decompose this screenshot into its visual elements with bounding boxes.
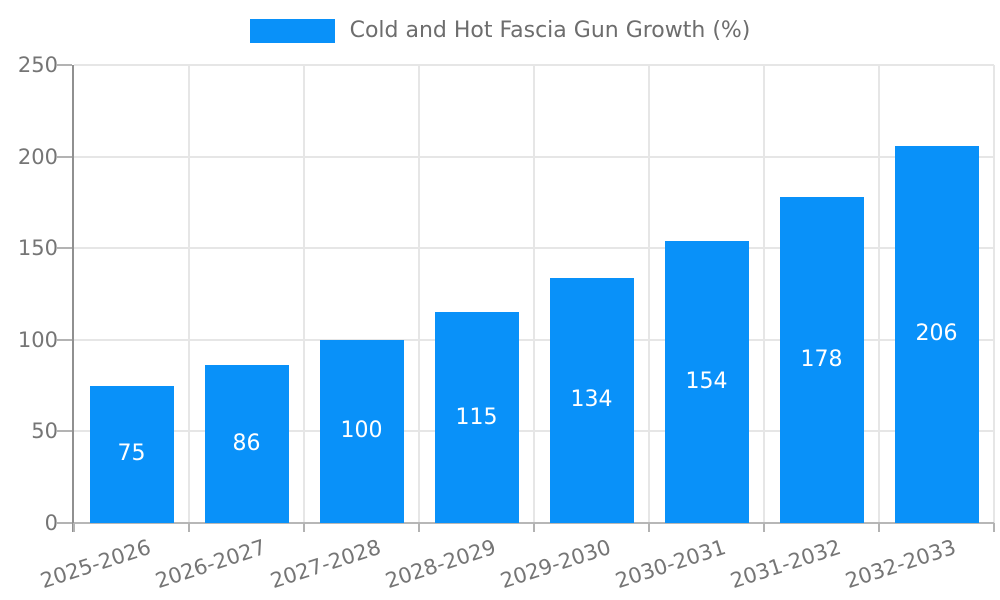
x-tick bbox=[73, 523, 75, 532]
bar-value-label: 154 bbox=[685, 368, 728, 394]
x-tick bbox=[878, 523, 880, 532]
x-gridline bbox=[878, 65, 880, 523]
bar-value-label: 206 bbox=[915, 321, 958, 347]
legend-swatch bbox=[249, 19, 335, 43]
y-axis-line bbox=[72, 65, 74, 532]
legend[interactable]: Cold and Hot Fascia Gun Growth (%) bbox=[0, 18, 1000, 44]
y-tick-label: 200 bbox=[17, 144, 58, 169]
x-gridline bbox=[188, 65, 190, 523]
x-gridline bbox=[303, 65, 305, 523]
legend-label: Cold and Hot Fascia Gun Growth (%) bbox=[349, 18, 751, 43]
x-gridline bbox=[993, 65, 995, 523]
bar-value-label: 134 bbox=[570, 387, 613, 413]
y-tick bbox=[57, 64, 72, 66]
bar bbox=[434, 312, 519, 523]
x-tick bbox=[188, 523, 190, 532]
x-tick bbox=[993, 523, 995, 532]
bar bbox=[319, 339, 404, 523]
x-tick bbox=[648, 523, 650, 532]
y-tick-label: 100 bbox=[17, 327, 58, 352]
y-tick-label: 50 bbox=[31, 419, 58, 444]
y-tick bbox=[57, 430, 72, 433]
x-tick bbox=[303, 523, 305, 532]
x-gridline bbox=[418, 65, 420, 523]
bar bbox=[89, 385, 174, 523]
bar bbox=[549, 277, 634, 523]
bar-value-label: 115 bbox=[455, 404, 498, 430]
y-tick-label: 150 bbox=[17, 236, 58, 261]
bar-value-label: 86 bbox=[232, 431, 261, 457]
y-tick bbox=[57, 338, 72, 341]
bar bbox=[779, 196, 864, 523]
y-tick bbox=[57, 522, 72, 524]
x-gridline bbox=[533, 65, 535, 523]
bar-value-label: 75 bbox=[117, 441, 146, 467]
y-tick-label: 250 bbox=[17, 53, 58, 77]
x-tick bbox=[763, 523, 765, 532]
x-gridline bbox=[763, 65, 765, 523]
x-tick bbox=[418, 523, 420, 532]
bar-value-label: 178 bbox=[800, 346, 843, 372]
x-tick bbox=[533, 523, 535, 532]
bar bbox=[894, 145, 979, 523]
bar bbox=[664, 240, 749, 523]
y-tick-label: 0 bbox=[44, 511, 58, 535]
y-tick bbox=[57, 155, 72, 158]
x-gridline bbox=[648, 65, 650, 523]
y-tick bbox=[57, 247, 72, 250]
bar bbox=[204, 365, 289, 523]
bar-value-label: 100 bbox=[340, 418, 383, 444]
